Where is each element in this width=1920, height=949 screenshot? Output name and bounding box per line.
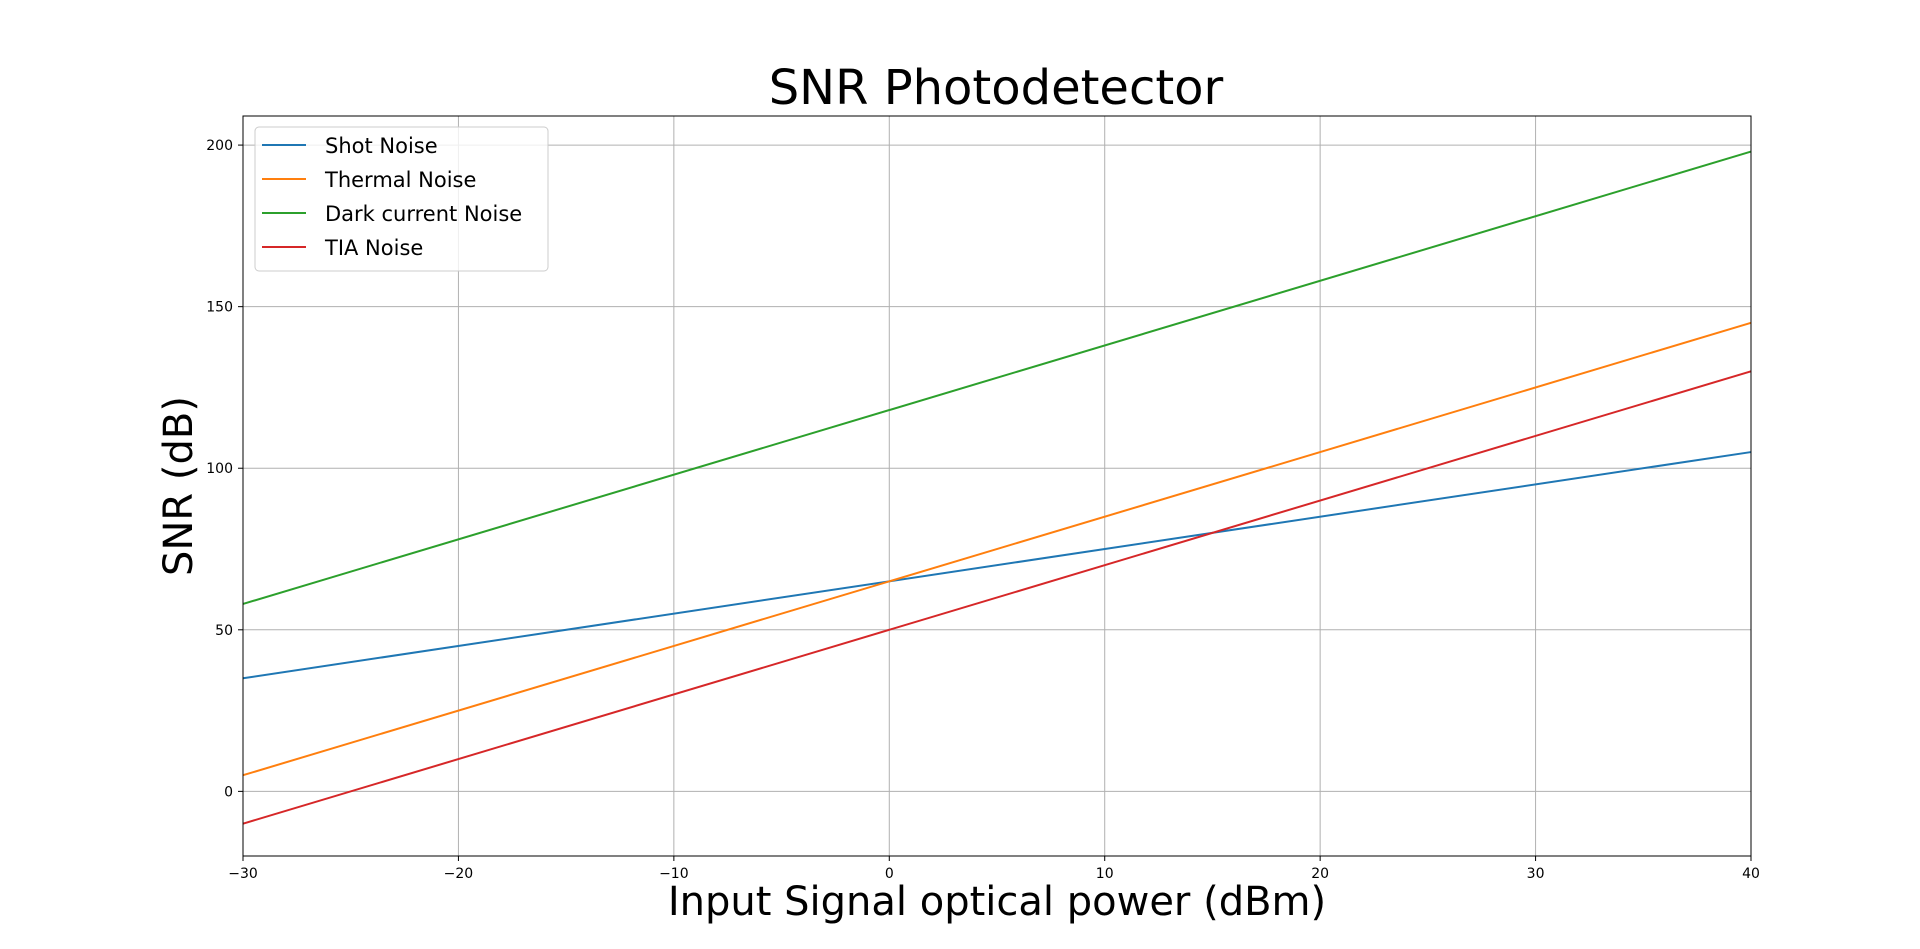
x-tick-label: −30: [228, 866, 258, 882]
y-tick-label: 200: [206, 138, 233, 154]
y-tick-label: 100: [206, 461, 233, 477]
x-tick-label: 20: [1311, 866, 1329, 882]
plot-area-frame: [242, 115, 1752, 857]
series-line-tia-noise: [242, 370, 1752, 825]
x-tick-label: 40: [1742, 866, 1760, 882]
series-line-shot-noise: [242, 451, 1752, 680]
series-line-dark-current-noise: [242, 150, 1752, 605]
y-tick-label: 50: [215, 623, 233, 639]
chart-title: SNR Photodetector: [769, 60, 1224, 116]
legend-label-dark-current-noise: Dark current Noise: [325, 202, 522, 226]
x-tick-label: 0: [885, 866, 894, 882]
y-tick-label: 150: [206, 300, 233, 316]
legend-label-shot-noise: Shot Noise: [325, 134, 438, 158]
x-tick-label: −20: [444, 866, 474, 882]
legend-label-thermal-noise: Thermal Noise: [324, 168, 476, 192]
legend-frame: [254, 126, 549, 272]
x-tick-label: 30: [1527, 866, 1545, 882]
series-line-thermal-noise: [242, 321, 1752, 777]
axis-ticks: −30 −20 −10 0 10 20 30 40 0 50 100 150 200: [206, 138, 1760, 882]
legend-label-tia-noise: TIA Noise: [324, 236, 423, 260]
grid-lines: [242, 116, 1752, 856]
y-tick-label: 0: [224, 784, 233, 800]
x-tick-label: 10: [1096, 866, 1114, 882]
series-lines: [242, 150, 1752, 825]
x-tick-label: −10: [659, 866, 689, 882]
legend: Shot Noise Thermal Noise Dark current Nois…: [254, 126, 549, 272]
y-axis-label: SNR (dB): [156, 396, 202, 576]
x-axis-label: Input Signal optical power (dBm): [668, 879, 1326, 925]
